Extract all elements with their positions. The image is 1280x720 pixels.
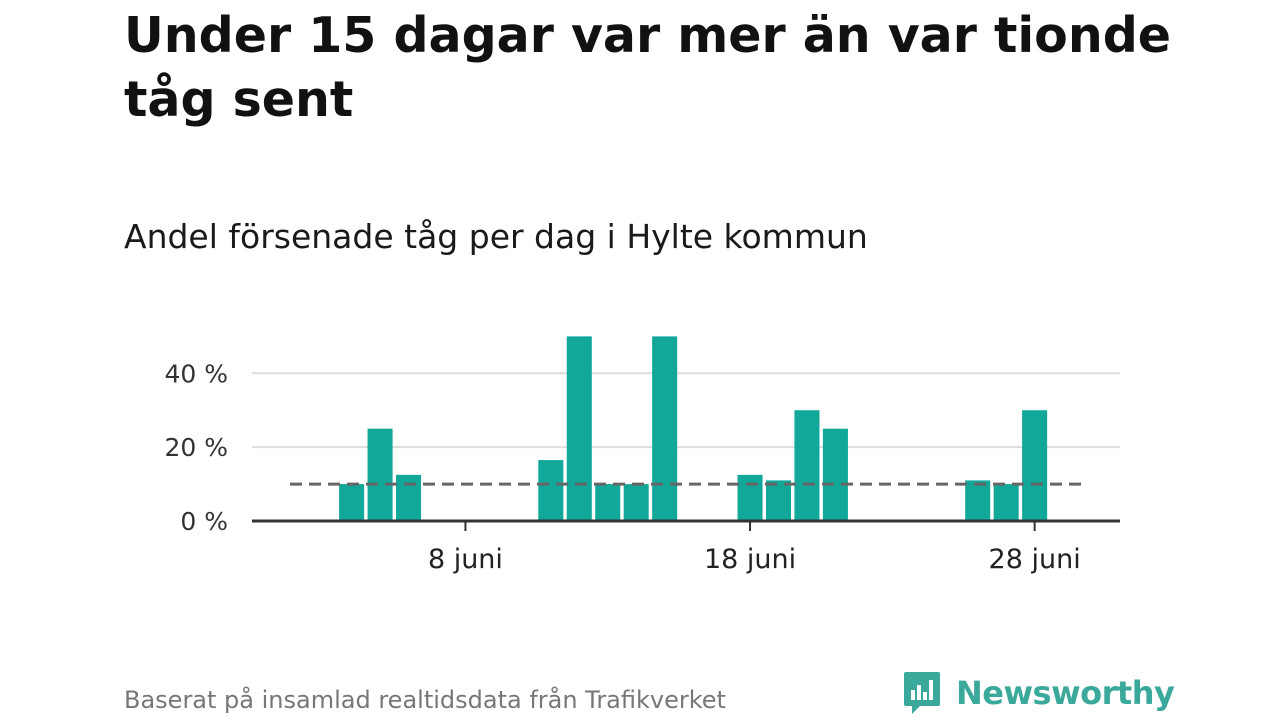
- gridlines: [252, 372, 1120, 449]
- bar: [652, 336, 678, 521]
- newsworthy-chart-bubble-icon: [904, 672, 940, 714]
- bar: [367, 428, 393, 521]
- x-tick-label: 8 juni: [428, 544, 503, 575]
- x-tick-label: 28 juni: [989, 544, 1081, 575]
- brand-logo: Newsworthy: [902, 668, 1175, 718]
- bar: [339, 484, 365, 521]
- y-tick-label: 0 %: [180, 507, 228, 536]
- bar-chart: 0 % 20 % 40 % 8 juni 18 juni 28 juni: [164, 336, 1120, 575]
- source-note: Baserat på insamlad realtidsdata från Tr…: [124, 686, 726, 714]
- chart-subtitle: Andel försenade tåg per dag i Hylte komm…: [124, 217, 868, 256]
- bar: [538, 460, 564, 521]
- bar: [765, 480, 792, 521]
- brand-name: Newsworthy: [956, 674, 1175, 712]
- bar: [1022, 410, 1048, 521]
- bar: [737, 474, 763, 521]
- bar: [396, 474, 422, 521]
- y-tick-label: 40 %: [164, 359, 228, 388]
- bars: [339, 336, 1048, 521]
- bar: [822, 428, 848, 521]
- x-tick-label: 18 juni: [704, 544, 796, 575]
- bar: [623, 484, 649, 521]
- bar: [566, 336, 592, 521]
- bar: [595, 484, 621, 521]
- x-axis: 8 juni 18 juni 28 juni: [252, 519, 1120, 575]
- y-tick-label: 20 %: [164, 433, 228, 462]
- y-axis-ticks: 0 % 20 % 40 %: [164, 359, 228, 536]
- bar: [794, 410, 820, 521]
- chart-title: Under 15 dagar var mer än var tionde tåg…: [124, 7, 1172, 128]
- bar: [993, 484, 1019, 521]
- bar: [965, 480, 991, 521]
